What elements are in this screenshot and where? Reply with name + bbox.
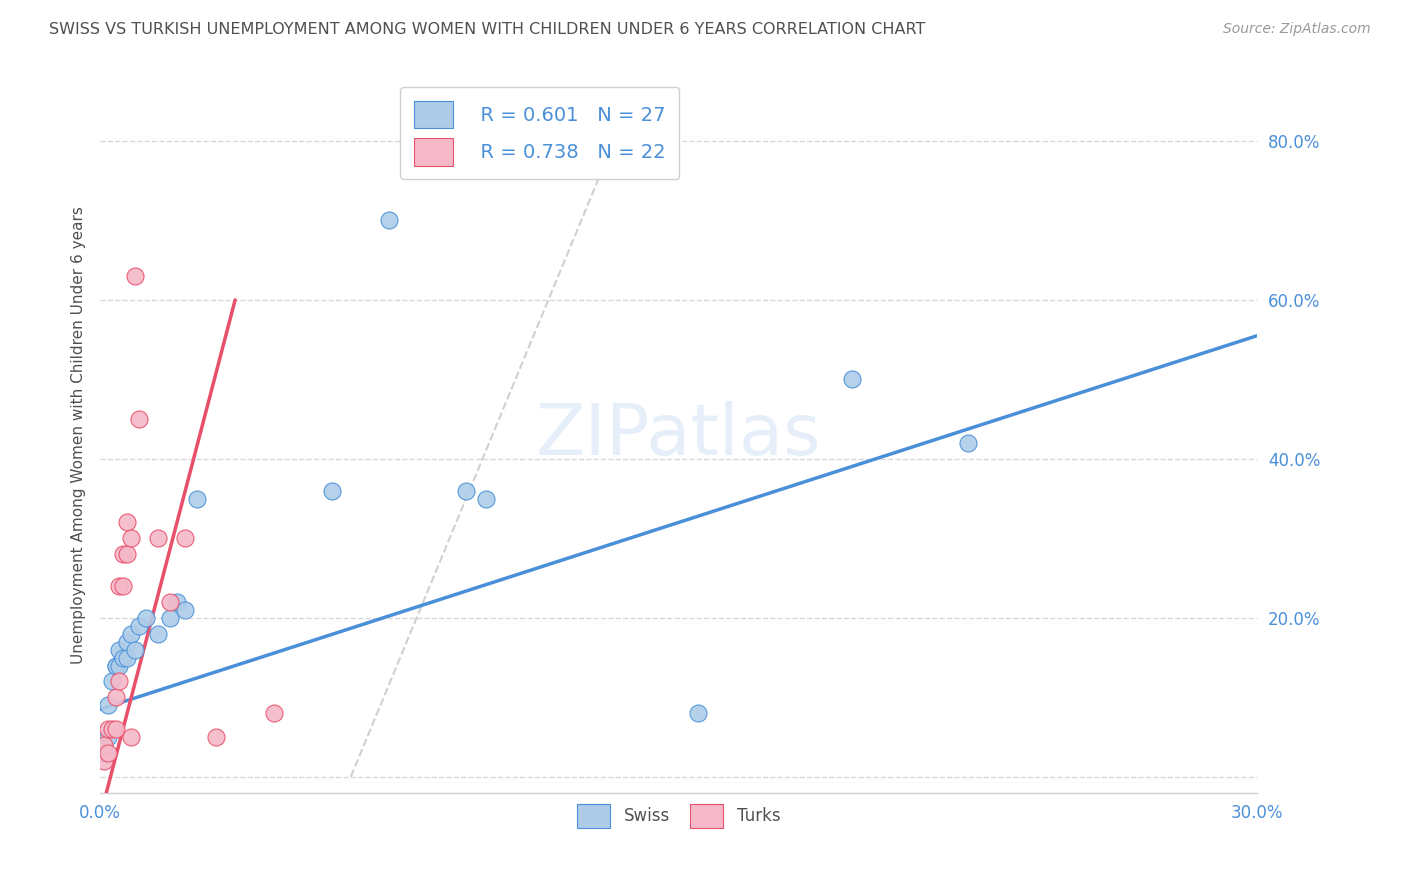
Point	[100, 722, 122, 736]
Text: Source: ZipAtlas.com: Source: ZipAtlas.com	[1223, 22, 1371, 37]
Point	[146, 626, 169, 640]
Point	[93, 738, 115, 752]
Point	[97, 730, 120, 744]
Point	[205, 730, 228, 744]
Point	[174, 532, 197, 546]
Point	[104, 722, 127, 736]
Point	[115, 634, 138, 648]
Point	[100, 674, 122, 689]
Point	[124, 269, 146, 284]
Point	[174, 603, 197, 617]
Y-axis label: Unemployment Among Women with Children Under 6 years: Unemployment Among Women with Children U…	[72, 206, 86, 664]
Point	[159, 595, 181, 609]
Point	[108, 579, 131, 593]
Point	[128, 619, 150, 633]
Point	[112, 579, 135, 593]
Point	[108, 658, 131, 673]
Point	[166, 595, 188, 609]
Point	[104, 690, 127, 705]
Point	[104, 658, 127, 673]
Point	[956, 436, 979, 450]
Point	[475, 491, 498, 506]
Point	[108, 674, 131, 689]
Legend: Swiss, Turks: Swiss, Turks	[571, 797, 787, 834]
Point	[104, 658, 127, 673]
Point	[159, 611, 181, 625]
Text: ZIPatlas: ZIPatlas	[536, 401, 821, 469]
Point	[146, 532, 169, 546]
Point	[120, 626, 142, 640]
Point	[263, 706, 285, 721]
Point	[97, 722, 120, 736]
Point	[97, 698, 120, 713]
Point	[93, 746, 115, 760]
Point	[120, 730, 142, 744]
Point	[186, 491, 208, 506]
Point	[93, 754, 115, 768]
Point	[115, 516, 138, 530]
Point	[378, 213, 401, 227]
Point	[115, 650, 138, 665]
Text: SWISS VS TURKISH UNEMPLOYMENT AMONG WOMEN WITH CHILDREN UNDER 6 YEARS CORRELATIO: SWISS VS TURKISH UNEMPLOYMENT AMONG WOME…	[49, 22, 925, 37]
Point	[456, 483, 478, 498]
Point	[124, 642, 146, 657]
Point	[135, 611, 157, 625]
Point	[97, 746, 120, 760]
Point	[115, 547, 138, 561]
Point	[321, 483, 343, 498]
Point	[841, 372, 863, 386]
Point	[112, 650, 135, 665]
Point	[128, 412, 150, 426]
Point	[112, 547, 135, 561]
Point	[108, 642, 131, 657]
Point	[686, 706, 709, 721]
Point	[120, 532, 142, 546]
